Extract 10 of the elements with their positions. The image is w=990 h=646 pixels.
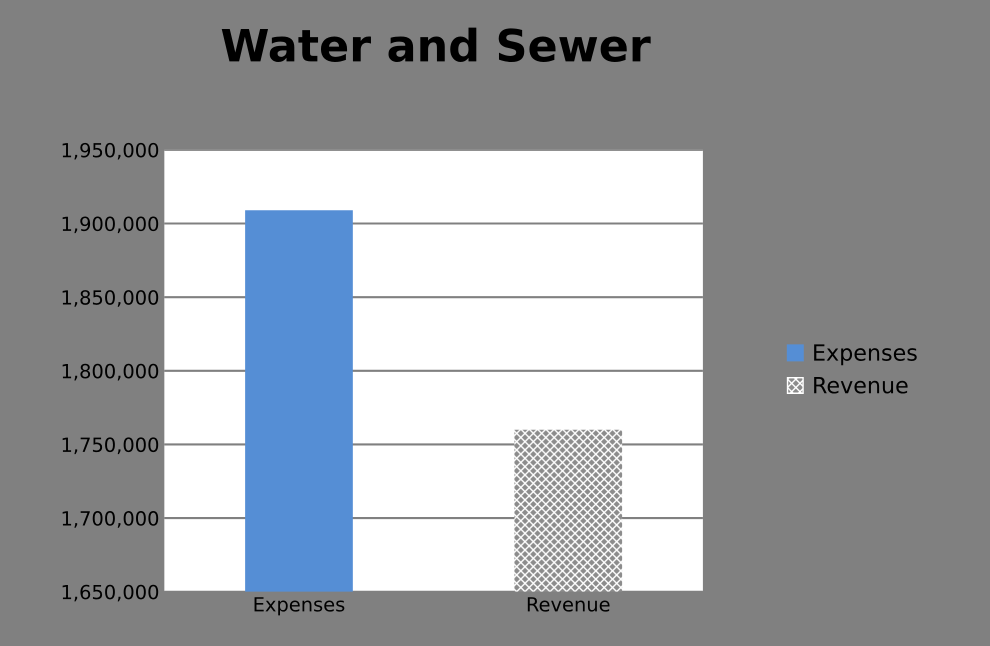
y-tick-label: 1,950,000	[62, 142, 158, 160]
legend-label: Expenses	[814, 344, 917, 366]
y-tick-label: 1,650,000	[62, 584, 158, 602]
legend-label: Revenue	[814, 377, 908, 394]
y-tick-label: 1,750,000	[62, 437, 158, 454]
y-tick-label: 1,900,000	[62, 216, 158, 234]
y-tick-label: 1,850,000	[62, 290, 158, 307]
y-tick-label: 1,700,000	[62, 511, 158, 528]
y-tick-label: 1,800,000	[62, 364, 158, 380]
chart-title: Water and Sewer	[222, 28, 651, 62]
